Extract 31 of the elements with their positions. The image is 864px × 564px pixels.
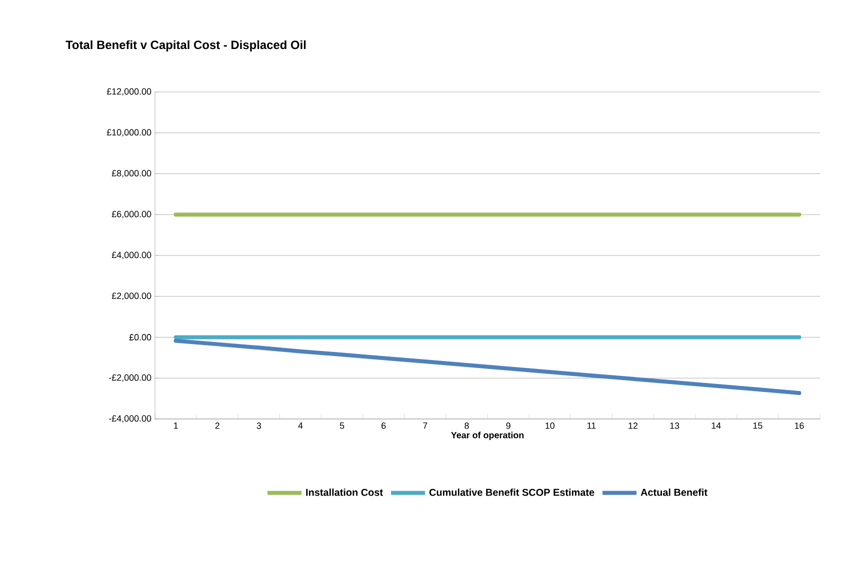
x-tick-label: 16 xyxy=(794,422,804,429)
x-tick-label: 13 xyxy=(670,422,680,429)
x-tick-label: 7 xyxy=(423,422,428,429)
x-tick-label: 3 xyxy=(256,422,262,429)
y-tick-label: £10,000.00 xyxy=(106,129,152,137)
x-tick-label: 2 xyxy=(215,422,220,429)
x-tick-label: 1 xyxy=(174,422,178,429)
x-tick-label: 6 xyxy=(382,422,386,429)
y-tick-label: £0.00 xyxy=(129,334,152,340)
y-tick-label: £12,000.00 xyxy=(106,88,152,96)
line-series xyxy=(174,338,802,396)
legend-label: Cumulative Benefit SCOP Estimate xyxy=(429,488,594,496)
x-tick-label: 15 xyxy=(753,422,762,429)
legend-label: Actual Benefit xyxy=(640,488,708,496)
legend-label: Installation Cost xyxy=(306,488,383,496)
x-tick-label: 5 xyxy=(340,422,344,429)
x-tick-label: 8 xyxy=(464,422,469,429)
x-tick-label: 10 xyxy=(546,422,554,429)
y-tick-label: -£2,000.00 xyxy=(109,374,152,382)
y-tick-label: £8,000.00 xyxy=(112,170,152,178)
x-tick-label: 14 xyxy=(712,422,721,429)
y-tick-label: £4,000.00 xyxy=(112,252,152,260)
x-tick-label: 4 xyxy=(298,422,303,429)
chart-title: Total Benefit v Capital Cost - Displaced Oil xyxy=(66,40,306,52)
y-tick-label: -£4,000.00 xyxy=(109,415,152,423)
y-tick-label: £2,000.00 xyxy=(112,292,152,300)
x-tick-label: 12 xyxy=(628,422,638,429)
x-tick-label: 11 xyxy=(587,422,596,429)
y-tick-label: £6,000.00 xyxy=(112,210,152,218)
x-tick-label: 9 xyxy=(506,422,510,429)
x-axis-title: Year of operation xyxy=(451,432,524,440)
